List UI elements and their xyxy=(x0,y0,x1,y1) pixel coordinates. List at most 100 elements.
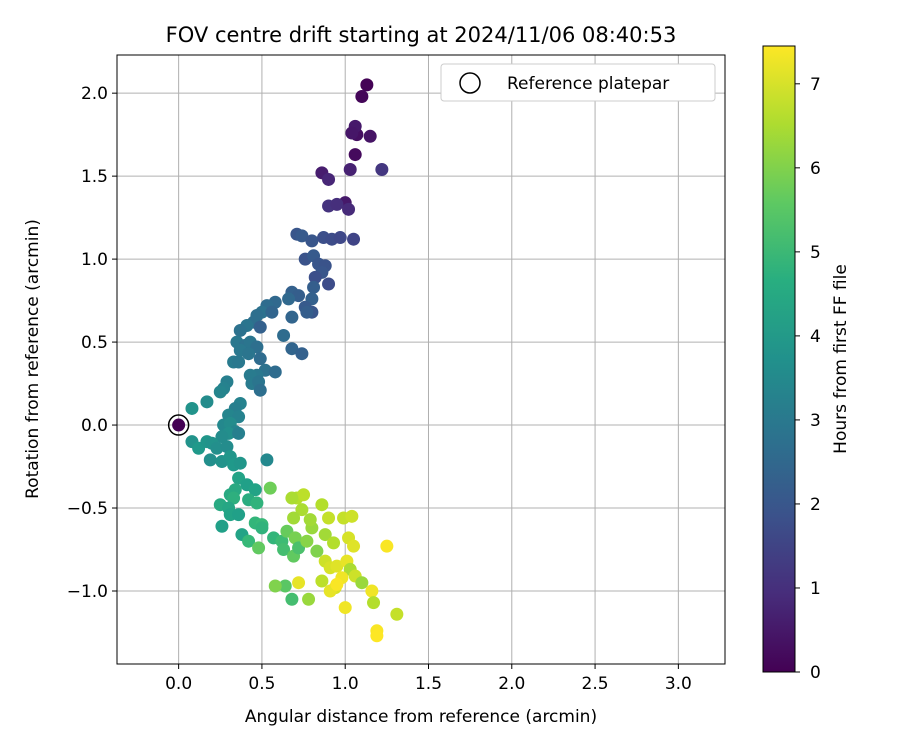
data-point xyxy=(355,89,369,103)
data-point xyxy=(278,579,292,593)
data-point xyxy=(300,534,314,548)
x-tick-label: 0.5 xyxy=(248,674,275,694)
y-tick-label: 0.0 xyxy=(81,416,108,436)
data-point xyxy=(333,231,347,245)
data-point xyxy=(200,395,214,409)
data-point xyxy=(390,607,404,621)
x-tick-label: 3.0 xyxy=(665,674,692,694)
data-point xyxy=(215,430,229,444)
legend: Reference platepar xyxy=(440,63,716,102)
data-point xyxy=(300,305,314,319)
data-point xyxy=(232,508,246,522)
colorbar-tick-label: 4 xyxy=(810,327,821,347)
data-point xyxy=(268,365,282,379)
data-point xyxy=(263,481,277,495)
data-point xyxy=(375,162,389,176)
y-tick-label: 1.0 xyxy=(81,250,108,270)
data-point xyxy=(322,277,336,291)
data-point xyxy=(347,232,361,246)
colorbar-tick-label: 3 xyxy=(810,411,821,431)
data-point xyxy=(302,592,316,606)
data-point xyxy=(342,202,356,216)
data-point xyxy=(242,347,256,361)
colorbar-label: Hours from first FF file xyxy=(831,264,851,454)
data-point xyxy=(297,488,311,502)
data-point xyxy=(292,289,306,303)
data-point xyxy=(343,162,357,176)
data-point xyxy=(248,483,262,497)
x-axis-label: Angular distance from reference (arcmin) xyxy=(245,707,597,727)
data-point xyxy=(268,579,282,593)
data-point xyxy=(308,270,322,284)
data-point xyxy=(233,456,247,470)
data-point xyxy=(233,323,247,337)
data-point xyxy=(348,148,362,162)
data-point xyxy=(355,576,369,590)
data-point xyxy=(295,347,309,361)
data-point xyxy=(253,320,267,334)
colorbar-tick-label: 1 xyxy=(810,579,821,599)
data-point xyxy=(203,453,217,467)
data-point xyxy=(338,601,352,615)
data-point xyxy=(327,536,341,550)
data-points xyxy=(172,78,404,643)
data-point xyxy=(345,126,359,140)
data-point xyxy=(315,574,329,588)
legend-box xyxy=(440,63,716,102)
data-point xyxy=(220,440,234,454)
data-point xyxy=(265,305,279,319)
data-point xyxy=(288,531,302,545)
data-point xyxy=(315,498,329,512)
data-point xyxy=(232,355,246,369)
data-point xyxy=(367,596,381,610)
colorbar: 0 1 2 3 4 5 6 7 Hours from first FF file xyxy=(762,45,851,683)
data-point xyxy=(310,544,324,558)
x-tick-label: 1.5 xyxy=(415,674,442,694)
x-tick-label: 2.5 xyxy=(582,674,609,694)
data-point xyxy=(215,519,229,533)
data-point xyxy=(305,234,319,248)
data-point xyxy=(227,491,241,505)
data-point xyxy=(295,229,309,243)
y-tick-label: 1.5 xyxy=(81,167,108,187)
data-point xyxy=(322,511,336,525)
chart-title: FOV centre drift starting at 2024/11/06 … xyxy=(166,23,677,47)
y-tick-label: 0.5 xyxy=(81,333,108,353)
legend-marker-icon xyxy=(459,72,481,94)
x-tick-label: 0.0 xyxy=(165,674,192,694)
data-point xyxy=(330,577,344,591)
y-tick-label: 2.0 xyxy=(81,84,108,104)
reference-platepar-marker xyxy=(167,414,190,436)
data-point xyxy=(285,491,299,505)
colorbar-tick-label: 6 xyxy=(810,159,821,179)
data-point xyxy=(330,559,344,573)
y-tick-label: −1.0 xyxy=(67,582,108,602)
data-point xyxy=(282,292,296,306)
y-axis-ticks: −1.0 −0.5 0.0 0.5 1.0 1.5 2.0 xyxy=(67,84,117,602)
data-point xyxy=(347,539,361,553)
data-point xyxy=(370,629,384,643)
data-point xyxy=(295,503,309,517)
data-point xyxy=(345,509,359,523)
data-point xyxy=(360,78,374,92)
data-point xyxy=(277,328,291,342)
x-tick-label: 2.0 xyxy=(498,674,525,694)
data-point xyxy=(285,342,299,356)
data-point xyxy=(285,310,299,324)
data-point xyxy=(250,496,264,510)
colorbar-tick-label: 0 xyxy=(810,663,821,683)
colorbar-tick-label: 7 xyxy=(810,75,821,95)
colorbar-gradient xyxy=(762,45,796,673)
data-point xyxy=(255,521,269,535)
data-point xyxy=(363,129,377,143)
data-point xyxy=(318,528,332,542)
legend-label: Reference platepar xyxy=(507,74,669,94)
data-point xyxy=(242,534,256,548)
x-axis-ticks: 0.0 0.5 1.0 1.5 2.0 2.5 3.0 xyxy=(165,664,692,694)
colorbar-ticks: 0 1 2 3 4 5 6 7 xyxy=(795,75,821,683)
data-point xyxy=(292,576,306,590)
data-point xyxy=(380,539,394,553)
y-tick-label: −0.5 xyxy=(67,499,108,519)
